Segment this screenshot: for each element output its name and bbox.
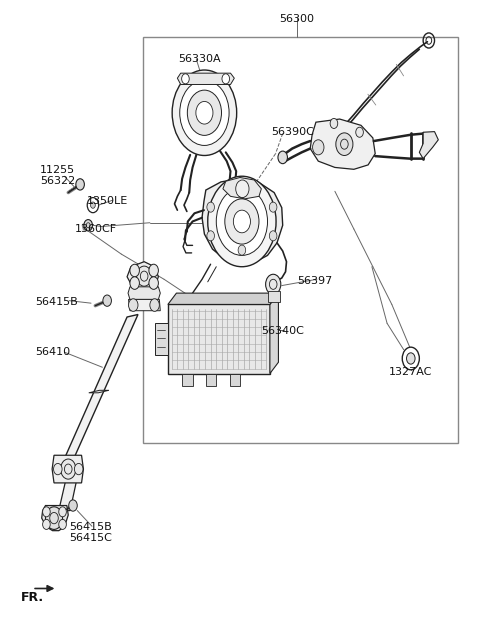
Circle shape <box>330 119 338 129</box>
Circle shape <box>69 500 77 511</box>
Circle shape <box>59 507 66 517</box>
Circle shape <box>130 264 139 277</box>
Circle shape <box>238 245 246 255</box>
Polygon shape <box>62 314 138 463</box>
Circle shape <box>43 507 50 517</box>
Circle shape <box>181 74 189 84</box>
Bar <box>229 373 240 386</box>
Circle shape <box>336 133 353 155</box>
Polygon shape <box>270 293 278 373</box>
Circle shape <box>74 463 83 475</box>
Circle shape <box>60 459 76 479</box>
Circle shape <box>129 299 138 311</box>
Circle shape <box>278 151 288 164</box>
Circle shape <box>269 231 277 241</box>
Text: 1360CF: 1360CF <box>75 224 117 234</box>
Polygon shape <box>310 119 375 169</box>
Circle shape <box>54 463 62 475</box>
Circle shape <box>238 188 246 198</box>
Circle shape <box>87 198 98 212</box>
Polygon shape <box>420 132 438 158</box>
Bar <box>155 323 168 354</box>
Text: 56415B: 56415B <box>69 522 112 532</box>
Circle shape <box>216 188 267 256</box>
Text: 56330A: 56330A <box>179 55 221 64</box>
Circle shape <box>236 180 249 198</box>
Circle shape <box>137 266 152 286</box>
Polygon shape <box>129 299 160 311</box>
Circle shape <box>91 202 96 209</box>
Text: 1327AC: 1327AC <box>389 367 432 377</box>
Polygon shape <box>168 304 270 373</box>
Polygon shape <box>223 178 261 199</box>
Circle shape <box>180 80 229 145</box>
Text: 56322: 56322 <box>40 176 75 186</box>
Circle shape <box>265 275 281 294</box>
Circle shape <box>76 179 84 190</box>
Circle shape <box>233 210 251 233</box>
Polygon shape <box>89 391 109 393</box>
Circle shape <box>207 231 215 241</box>
Polygon shape <box>168 293 278 304</box>
Bar <box>206 373 216 386</box>
Bar <box>182 373 192 386</box>
Circle shape <box>187 90 221 136</box>
Text: 56397: 56397 <box>297 276 332 285</box>
Text: FR.: FR. <box>21 591 44 604</box>
Polygon shape <box>128 287 160 299</box>
Circle shape <box>43 519 50 529</box>
Circle shape <box>225 199 259 244</box>
Circle shape <box>208 176 276 267</box>
Polygon shape <box>127 262 158 290</box>
Polygon shape <box>59 482 76 510</box>
Circle shape <box>130 277 139 289</box>
Circle shape <box>46 507 62 529</box>
Circle shape <box>402 347 420 370</box>
Polygon shape <box>52 455 84 483</box>
Circle shape <box>312 139 324 155</box>
Polygon shape <box>42 505 68 531</box>
Text: 56415B: 56415B <box>35 297 78 307</box>
Circle shape <box>172 70 237 155</box>
Text: 56300: 56300 <box>279 14 314 24</box>
Circle shape <box>407 353 415 364</box>
Bar <box>143 37 458 443</box>
Circle shape <box>59 519 66 529</box>
Text: 56410: 56410 <box>35 347 70 357</box>
Circle shape <box>196 101 213 124</box>
Text: 56415C: 56415C <box>69 533 112 543</box>
Circle shape <box>103 295 111 306</box>
Circle shape <box>150 299 159 311</box>
Circle shape <box>149 264 158 277</box>
Circle shape <box>269 202 277 212</box>
Polygon shape <box>178 73 234 84</box>
Bar <box>268 290 280 302</box>
Text: 1350LE: 1350LE <box>87 197 129 206</box>
Circle shape <box>84 219 93 231</box>
Text: 11255: 11255 <box>40 165 75 175</box>
Polygon shape <box>202 179 283 264</box>
Text: 56390C: 56390C <box>271 127 314 137</box>
Text: 56340C: 56340C <box>261 326 304 336</box>
Circle shape <box>356 127 363 138</box>
Circle shape <box>149 277 158 289</box>
Circle shape <box>222 74 229 84</box>
Circle shape <box>207 202 215 212</box>
